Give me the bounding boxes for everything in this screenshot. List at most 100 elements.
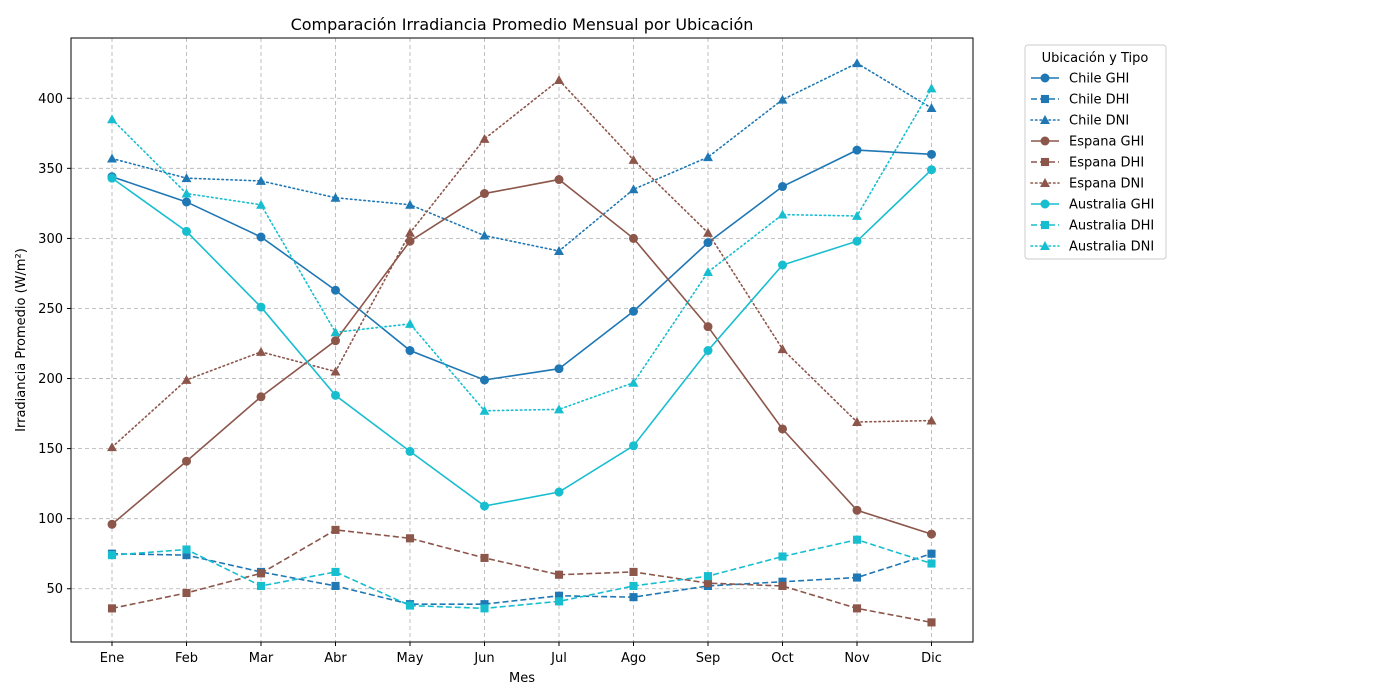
data-point: [256, 392, 266, 402]
legend-entry: Australia DNI: [1030, 240, 1154, 255]
data-point: [256, 569, 266, 578]
x-tick-label: Feb: [175, 651, 198, 666]
series-espana-dni: [107, 75, 937, 452]
data-point: [182, 456, 191, 466]
data-point: [107, 153, 117, 163]
x-tick-label: Abr: [324, 651, 347, 666]
data-point: [331, 390, 340, 400]
data-point: [405, 199, 415, 209]
data-point: [629, 593, 638, 602]
data-point: [927, 618, 936, 627]
x-axis-label: Mes: [509, 671, 535, 686]
data-point: [926, 83, 937, 93]
data-point: [256, 175, 266, 185]
data-point: [629, 441, 638, 451]
data-point: [181, 374, 192, 384]
data-point: [405, 446, 415, 456]
data-point: [181, 173, 192, 183]
data-point: [182, 545, 191, 554]
data-point: [777, 94, 788, 104]
data-point: [852, 573, 862, 582]
series-line: [111, 529, 932, 624]
data-point: [479, 230, 490, 240]
x-tick-label: Ene: [100, 651, 124, 666]
data-point: [927, 165, 936, 175]
series-australia-ghi: [107, 165, 936, 511]
data-point: [628, 154, 639, 164]
legend-marker: [1040, 157, 1050, 167]
data-point: [927, 549, 936, 558]
series-chile-dni: [107, 58, 937, 255]
data-point: [554, 175, 564, 185]
legend-label: Chile DNI: [1069, 114, 1129, 129]
series-line: [111, 149, 932, 381]
data-point: [703, 572, 713, 581]
data-point: [405, 318, 415, 328]
data-point: [927, 559, 936, 568]
legend-entry: Chile DNI: [1030, 114, 1129, 129]
data-point: [927, 529, 936, 539]
series-line: [111, 78, 933, 449]
x-tick-label: Mar: [249, 651, 274, 666]
legend-marker: [1040, 199, 1050, 209]
x-tick-label: Ago: [621, 651, 646, 666]
legend-label: Chile GHI: [1069, 72, 1129, 87]
data-point: [927, 149, 936, 159]
data-point: [256, 302, 266, 312]
data-point: [852, 417, 862, 426]
legend-label: Australia DHI: [1069, 219, 1154, 234]
series-line: [111, 62, 933, 252]
data-point: [554, 246, 564, 255]
y-tick-label: 350: [38, 162, 63, 177]
data-point: [405, 236, 415, 246]
data-point: [107, 173, 117, 183]
data-point: [778, 577, 787, 586]
data-point: [331, 285, 340, 295]
data-point: [852, 211, 862, 220]
data-point: [331, 567, 340, 576]
y-tick-label: 150: [38, 442, 63, 457]
data-point: [107, 114, 117, 124]
plot-frame: [70, 37, 974, 643]
series-line: [111, 178, 932, 535]
data-point: [405, 346, 415, 356]
data-point: [554, 364, 564, 374]
data-point: [182, 226, 191, 236]
legend-label: Espana DNI: [1069, 177, 1144, 192]
data-point: [703, 346, 713, 356]
data-point: [629, 581, 638, 590]
data-point: [629, 567, 638, 576]
legend-marker: [1040, 73, 1050, 83]
data-point: [778, 182, 787, 192]
legend-entry: Australia DHI: [1031, 219, 1154, 234]
legend-label: Chile DHI: [1069, 93, 1129, 108]
data-point: [554, 591, 564, 600]
series-australia-dhi: [107, 535, 936, 613]
data-point: [256, 199, 266, 209]
data-point: [554, 487, 564, 497]
data-point: [554, 75, 564, 85]
data-point: [778, 552, 787, 561]
data-point: [778, 581, 787, 590]
y-tick-label: 200: [38, 372, 63, 387]
x-tick-label: Sep: [696, 651, 721, 666]
legend-title: Ubicación y Tipo: [1042, 51, 1149, 66]
data-point: [331, 336, 340, 346]
data-point: [554, 404, 564, 414]
data-point: [479, 405, 490, 415]
data-point: [554, 597, 564, 606]
data-point: [703, 152, 713, 162]
x-tick-label: May: [397, 651, 424, 666]
legend: Ubicación y Tipo Chile GHI Chile DHI Chile…: [1024, 44, 1167, 260]
data-point: [330, 192, 341, 202]
series-espana-dhi: [107, 525, 936, 627]
y-tick-label: 100: [38, 512, 63, 527]
plot-area: [107, 58, 937, 627]
legend-entries: Chile GHI Chile DHI Chile DNI Espana GHI Esp…: [1030, 72, 1154, 255]
data-point: [182, 197, 191, 207]
data-point: [926, 415, 937, 425]
data-point: [330, 327, 341, 337]
data-point: [479, 133, 490, 143]
